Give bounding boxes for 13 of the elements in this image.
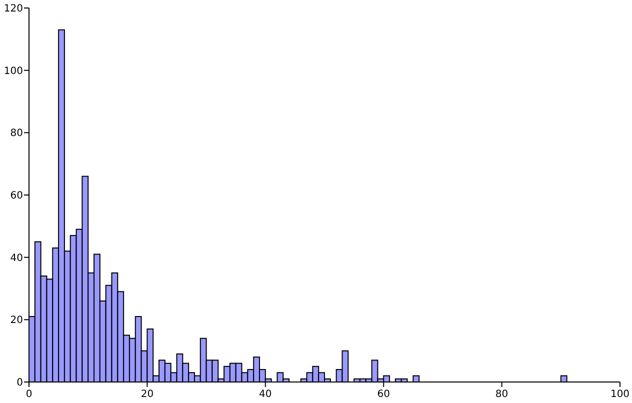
x-tick-label: 80 (495, 389, 508, 400)
y-tick-label: 40 (10, 252, 23, 264)
y-tick-label: 80 (10, 128, 23, 140)
x-tick-label: 40 (259, 389, 272, 400)
y-tick-label: 120 (4, 4, 23, 14)
x-tick-label: 0 (26, 389, 32, 400)
y-tick-label: 0 (16, 378, 23, 388)
y-tick-label: 20 (10, 315, 23, 326)
x-tick-label: 60 (377, 389, 390, 400)
y-tick-label: 60 (10, 190, 23, 202)
x-tick-label: 20 (140, 389, 154, 400)
y-tick-label: 100 (4, 66, 23, 77)
x-tick-label: 100 (610, 389, 630, 400)
